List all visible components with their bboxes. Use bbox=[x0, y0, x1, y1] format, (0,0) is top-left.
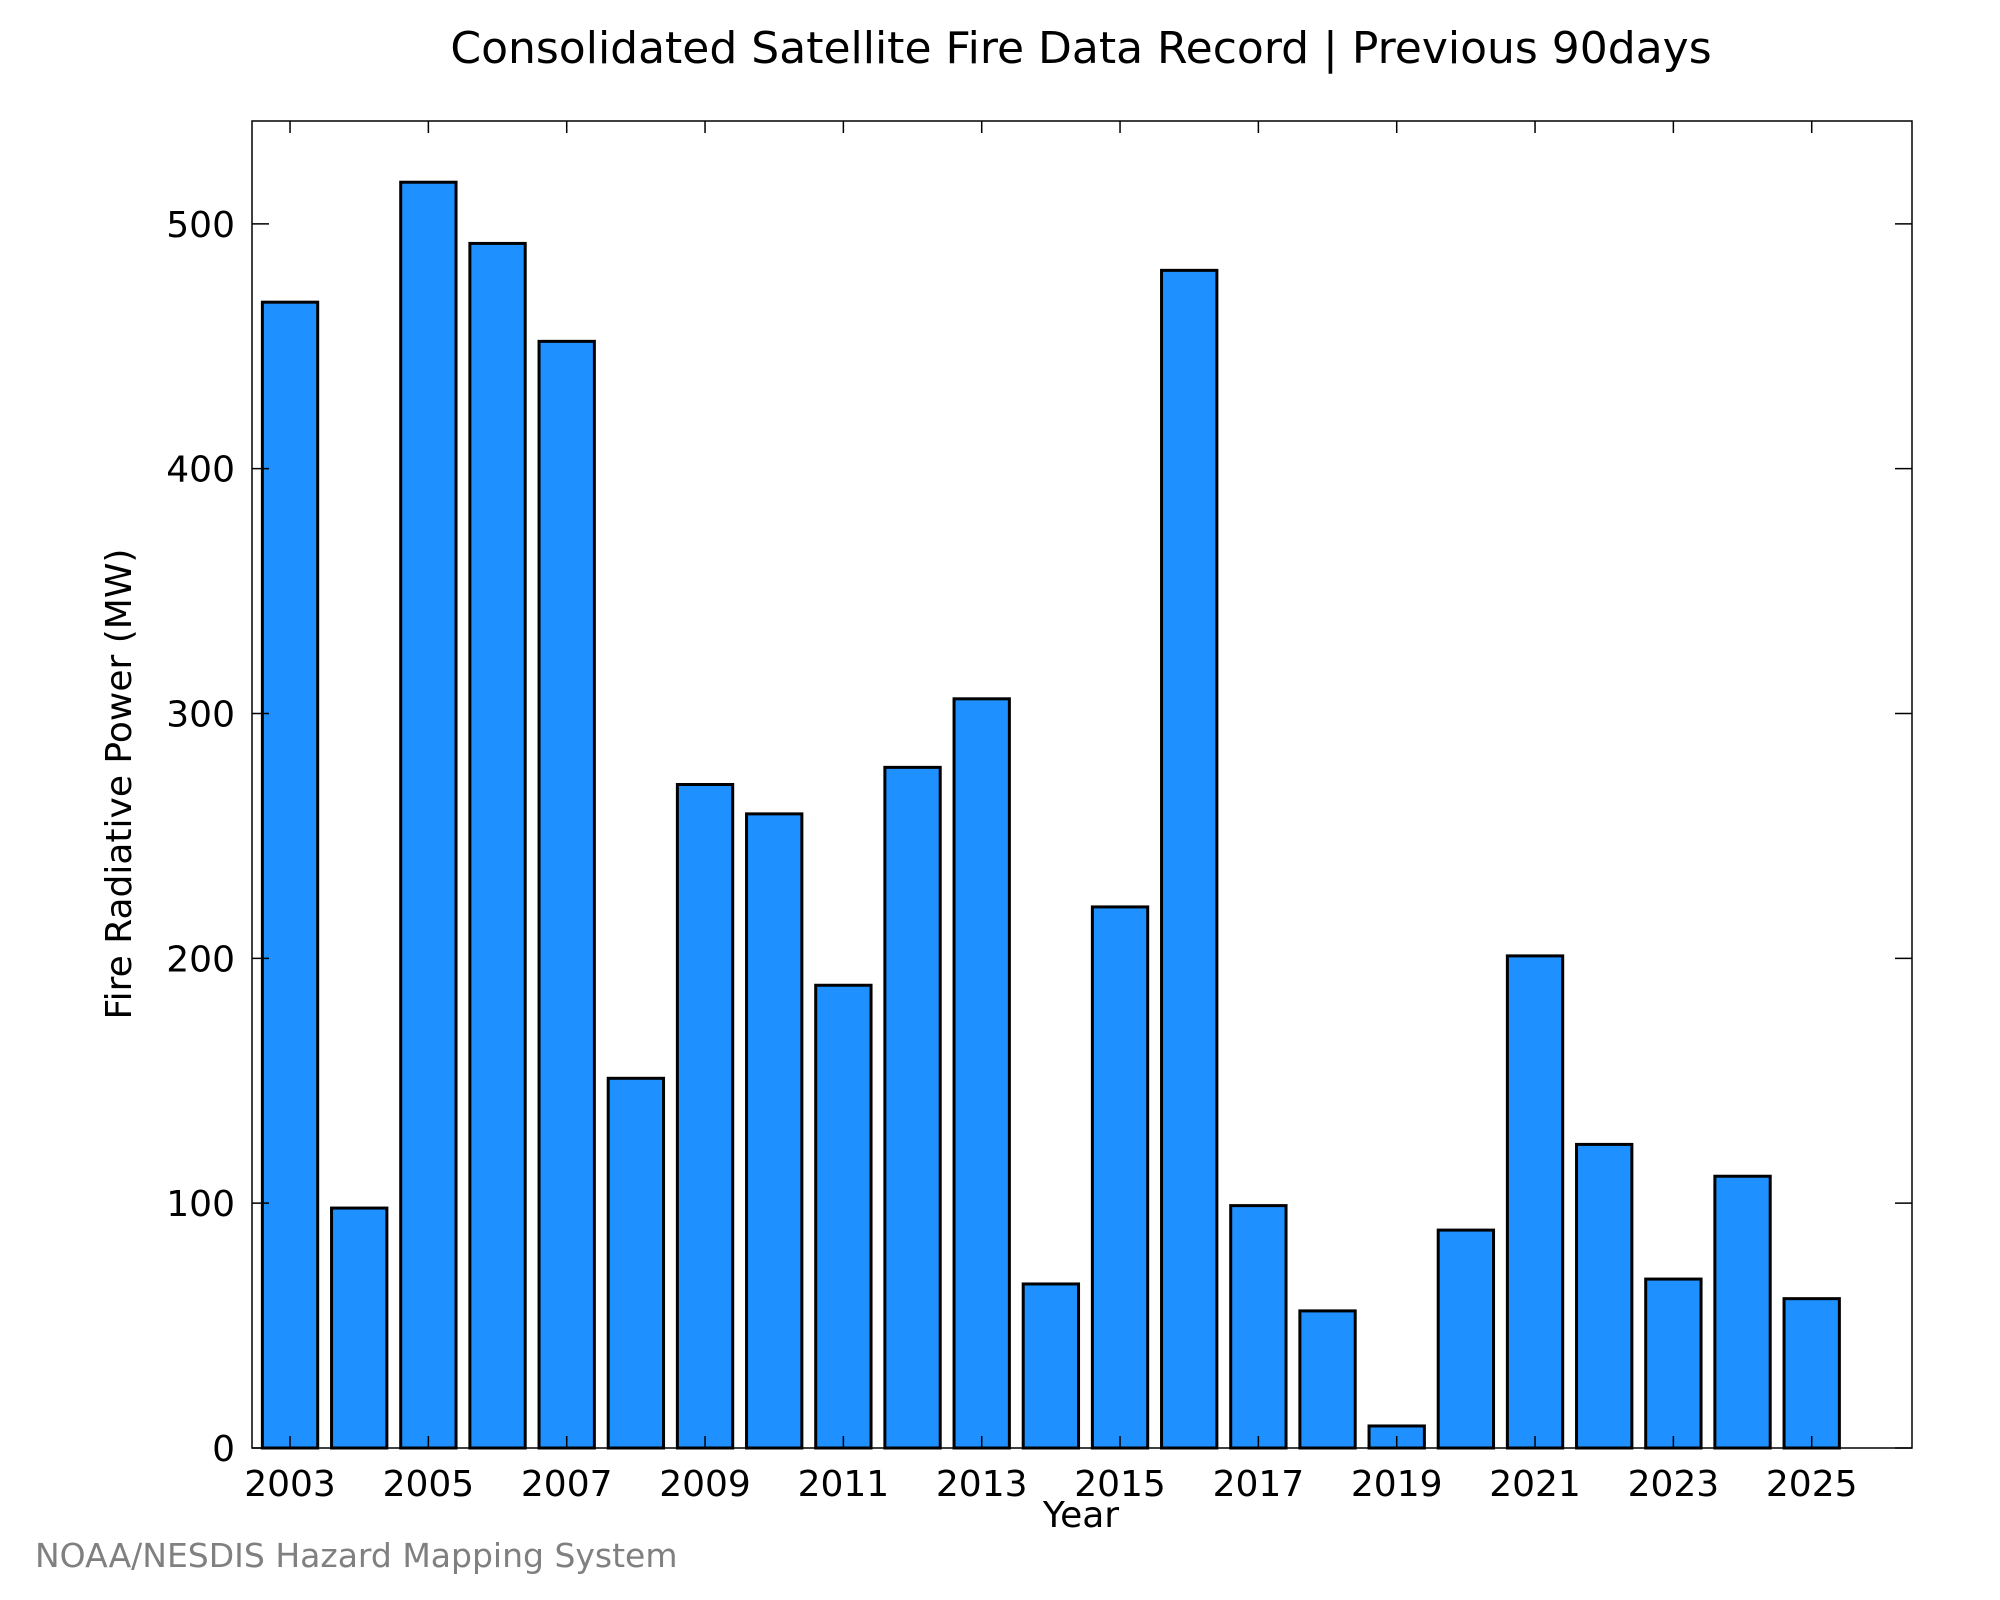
source-credit: NOAA/NESDIS Hazard Mapping System bbox=[35, 1536, 678, 1575]
bar-2025 bbox=[1782, 1297, 1841, 1450]
x-tick-label-2021: 2021 bbox=[1489, 1464, 1581, 1505]
x-tick-label-2013: 2013 bbox=[936, 1464, 1028, 1505]
y-tick-label-200: 200 bbox=[166, 939, 235, 980]
bar-2010 bbox=[745, 812, 804, 1450]
x-tick-label-2025: 2025 bbox=[1766, 1464, 1858, 1505]
y-tick-label-500: 500 bbox=[166, 205, 235, 246]
bar-2005 bbox=[399, 180, 458, 1450]
bar-2020 bbox=[1436, 1228, 1496, 1450]
bar-2011 bbox=[814, 983, 873, 1450]
x-tick-label-2003: 2003 bbox=[244, 1464, 336, 1505]
bars-group bbox=[260, 180, 1841, 1450]
bar-2017 bbox=[1229, 1204, 1288, 1450]
bar-2015 bbox=[1090, 905, 1150, 1450]
x-tick-label-2007: 2007 bbox=[521, 1464, 613, 1505]
bar-2013 bbox=[952, 697, 1011, 1450]
x-tick-label-2019: 2019 bbox=[1351, 1464, 1443, 1505]
bar-2021 bbox=[1505, 954, 1565, 1450]
bar-2004 bbox=[330, 1206, 389, 1450]
bar-2018 bbox=[1298, 1309, 1357, 1450]
plot-frame bbox=[251, 120, 1913, 1449]
y-tick-label-0: 0 bbox=[212, 1429, 235, 1470]
y-tick-labels: 0 100 200 300 400 500 bbox=[166, 205, 235, 1470]
bar-2014 bbox=[1021, 1282, 1081, 1450]
y-tick-label-100: 100 bbox=[166, 1184, 235, 1225]
y-axis-label: Fire Radiative Power (MW) bbox=[99, 549, 140, 1020]
bar-2022 bbox=[1575, 1142, 1634, 1450]
bar-2009 bbox=[675, 783, 735, 1450]
y-tick-label-400: 400 bbox=[166, 450, 235, 491]
x-tick-label-2011: 2011 bbox=[798, 1464, 890, 1505]
bar-2016 bbox=[1160, 268, 1219, 1450]
x-tick-label-2015: 2015 bbox=[1074, 1464, 1166, 1505]
bar-2008 bbox=[606, 1076, 666, 1450]
bar-2023 bbox=[1644, 1277, 1703, 1450]
bar-2012 bbox=[883, 765, 942, 1450]
x-tick-label-2017: 2017 bbox=[1213, 1464, 1305, 1505]
chart-title: Consolidated Satellite Fire Data Record … bbox=[450, 23, 1711, 74]
bar-2003 bbox=[260, 300, 320, 1450]
x-axis-label: Year bbox=[1042, 1495, 1119, 1536]
bar-2007 bbox=[537, 339, 596, 1450]
y-tick-label-300: 300 bbox=[166, 694, 235, 735]
x-tick-label-2005: 2005 bbox=[383, 1464, 475, 1505]
bar-2024 bbox=[1713, 1174, 1772, 1450]
x-tick-labels: 2003 2005 2007 2009 2011 2013 2015 2017 2019 2021… bbox=[244, 1464, 1857, 1505]
x-tick-label-2023: 2023 bbox=[1628, 1464, 1720, 1505]
ticks-group bbox=[252, 121, 1912, 1449]
x-tick-label-2009: 2009 bbox=[659, 1464, 751, 1505]
bar-2006 bbox=[468, 241, 527, 1450]
